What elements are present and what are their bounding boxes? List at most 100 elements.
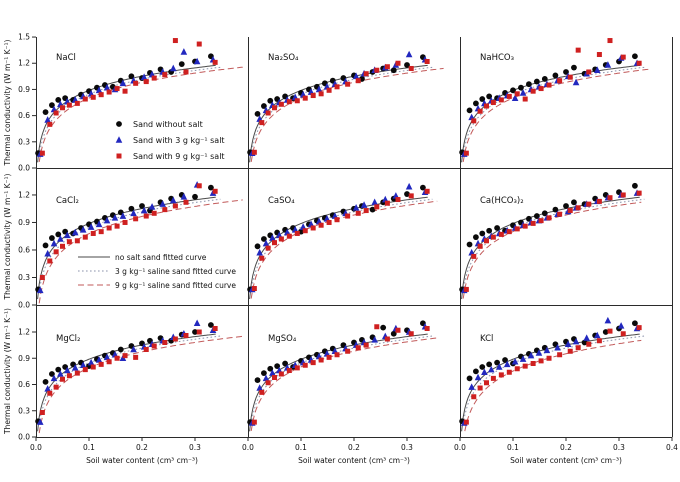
- data-point: [363, 208, 369, 214]
- data-point: [502, 357, 508, 363]
- data-point: [82, 367, 88, 373]
- data-point: [74, 370, 80, 376]
- data-point: [607, 328, 613, 334]
- data-point: [36, 286, 44, 294]
- data-point: [251, 285, 257, 291]
- data-point: [326, 87, 332, 93]
- data-point: [98, 92, 104, 98]
- data-point: [133, 216, 139, 222]
- data-point: [471, 394, 477, 400]
- data-point: [172, 336, 178, 342]
- y-tick-label: 0.3: [18, 273, 30, 282]
- data-point: [632, 320, 638, 327]
- data-point: [567, 208, 573, 214]
- data-point: [522, 96, 528, 102]
- data-point: [282, 360, 288, 367]
- data-point: [355, 345, 361, 351]
- data-point: [408, 65, 414, 71]
- data-point: [522, 363, 528, 369]
- panel-title: KCl: [480, 334, 493, 344]
- data-point: [119, 212, 127, 219]
- data-point: [334, 84, 340, 90]
- data-point: [60, 105, 65, 111]
- x-tick-label: 0.0: [30, 443, 42, 452]
- data-point: [162, 72, 168, 78]
- data-point: [404, 62, 410, 68]
- y-tick-label: 0.6: [18, 380, 30, 389]
- data-point: [60, 376, 65, 382]
- y-tick-label: 0.3: [18, 137, 30, 146]
- data-point: [128, 73, 135, 80]
- data-point: [151, 343, 157, 349]
- data-point: [318, 222, 324, 228]
- data-point: [355, 78, 361, 84]
- data-point: [208, 322, 214, 328]
- data-point: [172, 203, 178, 209]
- data-point: [486, 361, 493, 368]
- data-point: [278, 371, 284, 377]
- data-point: [53, 249, 59, 255]
- data-point: [581, 339, 588, 346]
- data-point: [484, 103, 489, 109]
- y-tick-label: 0.3: [18, 406, 30, 415]
- data-point: [79, 361, 87, 369]
- data-point: [519, 89, 527, 96]
- data-point: [586, 341, 592, 347]
- data-point: [178, 61, 185, 68]
- data-point: [405, 182, 413, 190]
- data-point: [139, 203, 145, 209]
- data-point: [567, 348, 573, 354]
- data-point: [586, 69, 592, 75]
- data-point: [275, 231, 283, 239]
- data-point: [286, 233, 292, 239]
- data-point: [479, 230, 486, 237]
- y-tick-label: 0.9: [18, 85, 30, 94]
- data-point: [522, 223, 528, 229]
- data-point: [620, 331, 626, 337]
- data-point: [256, 384, 263, 391]
- x-tick-label: 0.1: [295, 443, 307, 452]
- data-point: [518, 84, 524, 91]
- data-point: [593, 66, 601, 74]
- data-point: [477, 108, 483, 114]
- x-tick-label: 0.1: [83, 443, 95, 452]
- data-point: [183, 199, 189, 205]
- data-point: [122, 353, 128, 359]
- data-point: [267, 97, 274, 104]
- data-point: [90, 230, 96, 236]
- data-point: [572, 337, 580, 345]
- data-point: [47, 121, 53, 127]
- data-point: [302, 95, 308, 101]
- data-point: [345, 348, 351, 354]
- data-point: [586, 201, 592, 207]
- data-point: [278, 236, 284, 242]
- data-point: [564, 340, 572, 348]
- data-point: [552, 72, 559, 79]
- data-point: [463, 419, 469, 425]
- data-point: [371, 336, 378, 343]
- data-point: [212, 59, 218, 65]
- data-point: [55, 231, 62, 238]
- data-point: [115, 136, 123, 143]
- data-point: [50, 374, 58, 382]
- y-tick-label: 1.5: [18, 33, 30, 42]
- data-point: [498, 97, 504, 103]
- data-point: [196, 183, 202, 189]
- data-point: [53, 384, 59, 390]
- panel-title: Na₂SO₄: [268, 53, 299, 63]
- data-point: [424, 326, 430, 331]
- data-point: [371, 198, 378, 206]
- data-point: [543, 346, 551, 354]
- data-point: [468, 248, 475, 256]
- data-point: [572, 78, 580, 86]
- y-axis-title: Thermal conductivity (W m⁻¹ K⁻¹): [3, 173, 12, 300]
- y-tick-label: 0.0: [18, 301, 30, 310]
- data-point: [557, 352, 563, 358]
- data-point: [106, 359, 112, 365]
- data-point: [380, 324, 387, 331]
- fitted-curve-salt3: [250, 198, 433, 292]
- data-point: [315, 217, 323, 225]
- data-point: [563, 203, 569, 209]
- fitted-curve-salt3: [462, 198, 645, 292]
- data-point: [302, 362, 308, 368]
